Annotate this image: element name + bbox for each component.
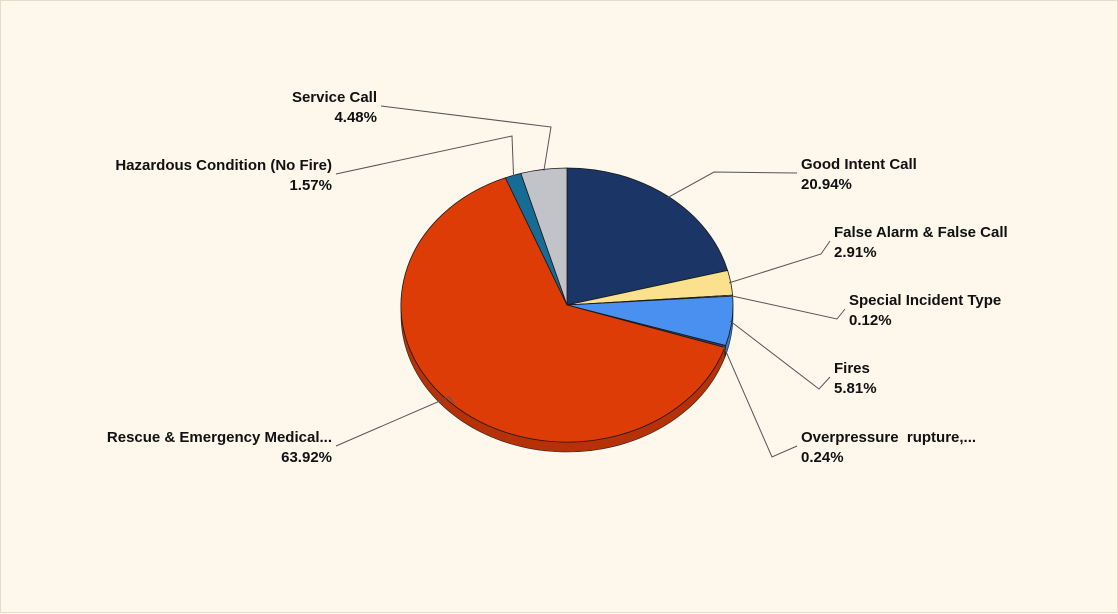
leader-line-0 xyxy=(667,171,798,199)
slice-label: Rescue & Emergency Medical... xyxy=(107,429,332,446)
slice-label: Special Incident Type xyxy=(849,292,1001,309)
slice-percent-label: 5.81% xyxy=(834,380,877,397)
leader-line-1 xyxy=(728,240,831,284)
leader-lines xyxy=(335,105,846,458)
leader-line-3 xyxy=(729,320,831,390)
slice-label: False Alarm & False Call xyxy=(834,224,1008,241)
slice-percent-label: 4.48% xyxy=(334,109,377,126)
slice-label: Good Intent Call xyxy=(801,156,917,173)
leader-line-7 xyxy=(380,105,552,171)
slice-percent-label: 0.12% xyxy=(849,312,892,329)
leader-line-6 xyxy=(335,135,515,177)
slice-labels: Good Intent Call 20.94% False Alarm & Fals… xyxy=(107,89,1008,466)
slice-label: Service Call xyxy=(292,89,377,106)
leader-line-4 xyxy=(723,345,798,458)
slice-percent-label: 2.91% xyxy=(834,244,877,261)
slice-percent-label: 0.24% xyxy=(801,449,844,466)
pie-slice-rescue-emergency-medical[interactable] xyxy=(400,177,726,443)
slice-percent-label: 1.57% xyxy=(289,177,332,194)
slice-percent-label: 63.92% xyxy=(281,449,332,466)
slice-label: Overpressure rupture,... xyxy=(801,429,976,446)
leader-line-2 xyxy=(730,295,846,320)
leader-line-5 xyxy=(335,396,455,447)
slice-label: Hazardous Condition (No Fire) xyxy=(115,157,332,174)
pie-slices xyxy=(400,167,734,443)
slice-percent-label: 20.94% xyxy=(801,176,852,193)
slice-label: Fires xyxy=(834,360,870,377)
